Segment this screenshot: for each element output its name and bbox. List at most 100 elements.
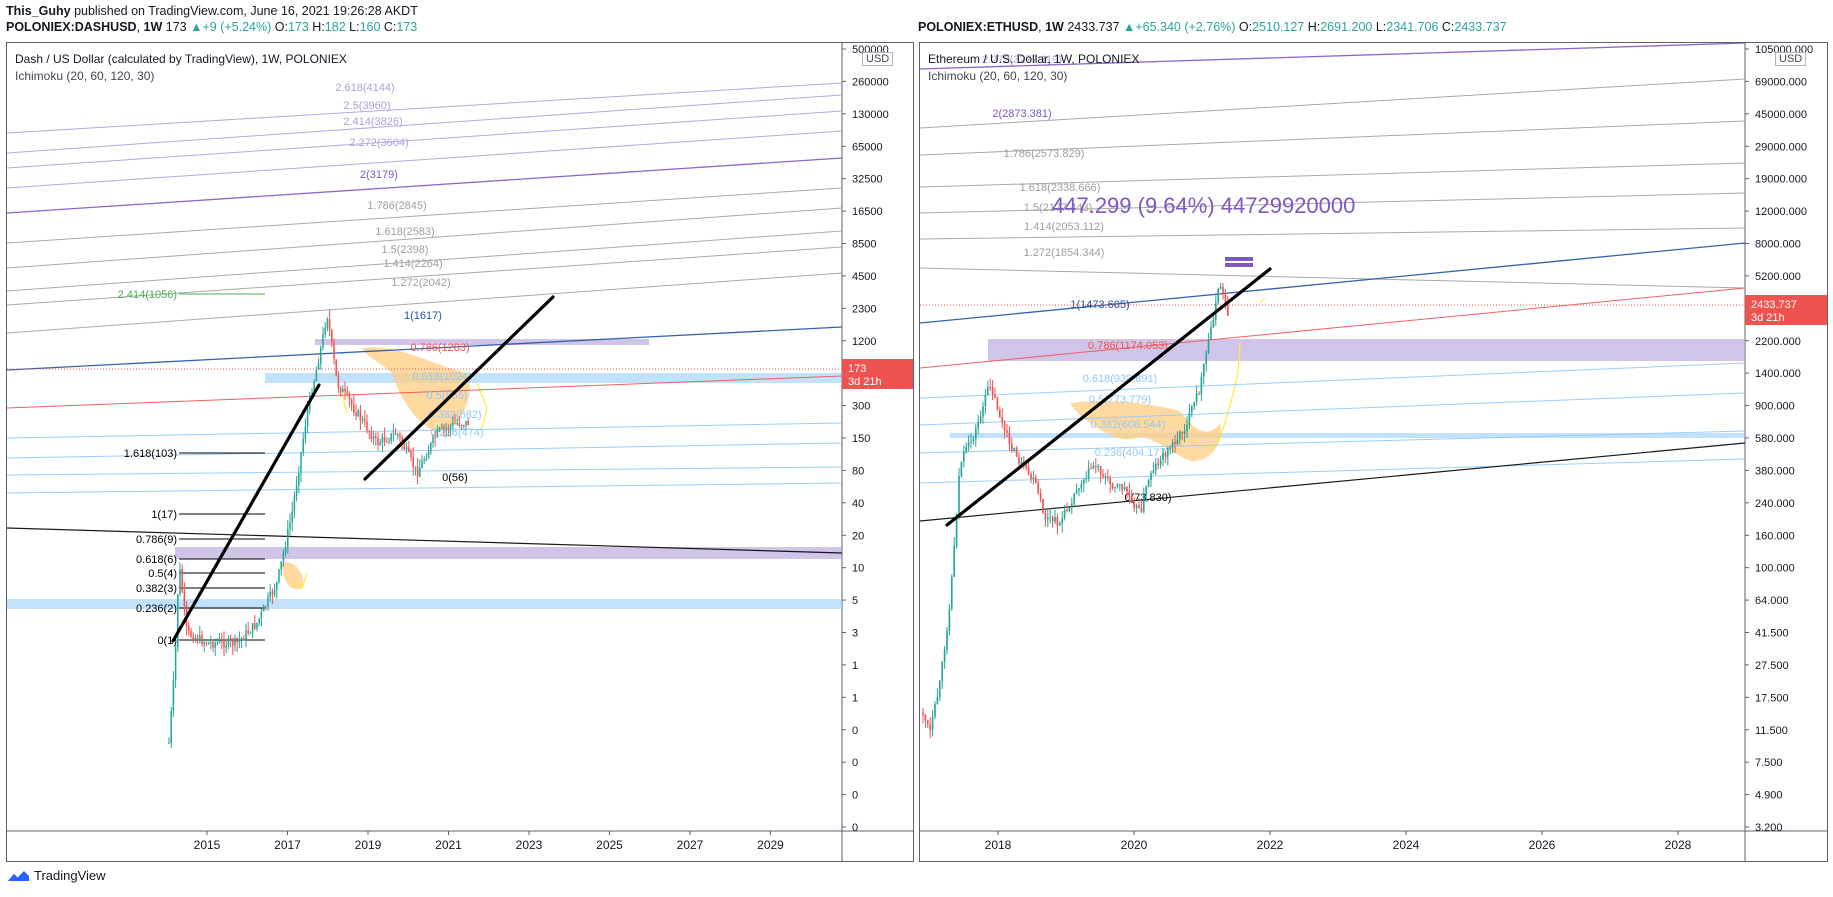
fib-retracement-label: 2.414(1056) (118, 289, 177, 301)
candle-body (190, 630, 192, 637)
fib-fan-line (7, 230, 843, 292)
candle-body (972, 438, 975, 442)
candle-body (962, 451, 965, 462)
candle-body (434, 436, 436, 438)
candle-body (419, 468, 421, 477)
candle-body (229, 638, 232, 641)
y-tick-label: 80 (852, 465, 864, 477)
candle-body (1181, 431, 1184, 434)
candle-body (370, 432, 373, 440)
dash-symbol[interactable]: POLONIEX:DASHUSD (6, 20, 137, 34)
candle-body (1008, 432, 1011, 444)
eth-chart-svg[interactable]: 105000.00069000.00045000.00029000.000190… (920, 43, 1827, 861)
eth-chart-panel[interactable]: 105000.000 69000.000 45000.000 29000.000 190… (919, 42, 1828, 862)
x-tick-label: 2029 (757, 838, 784, 852)
candle-body (1200, 376, 1203, 395)
eth-legend: Ethereum / U.S. Dollar, 1W, POLONIEX Ich… (928, 51, 1139, 85)
candle-body (929, 724, 932, 731)
candle-body (1018, 456, 1020, 464)
candle-body (979, 416, 982, 423)
candle-body (223, 640, 225, 648)
y-tick-label: 300 (852, 401, 870, 413)
candle-body (1145, 486, 1148, 496)
candle-body (965, 447, 968, 452)
y-tick-label: 11.500 (1755, 725, 1788, 737)
candle-body (1070, 503, 1073, 508)
footer-brand[interactable]: TradingView (34, 868, 106, 883)
publisher-user[interactable]: This_Guhy (6, 4, 71, 18)
eth-change: +65.340 (+2.76%) (1135, 20, 1236, 34)
candle-body (280, 561, 282, 570)
candle-body (278, 569, 280, 582)
candle-body (293, 496, 296, 512)
dash-close: 173 (396, 20, 418, 34)
candle-body (1164, 453, 1167, 457)
fib-fan-line (920, 287, 1746, 369)
zone-rect (950, 433, 1745, 438)
candle-body (1188, 412, 1191, 426)
candle-body (260, 611, 263, 619)
candle-body (967, 442, 970, 448)
dash-title[interactable]: Dash / US Dollar (calculated by TradingV… (15, 52, 347, 66)
fib-fan-line (920, 78, 1746, 129)
candle-body (216, 642, 219, 644)
eth-currency-badge[interactable]: USD (1775, 52, 1807, 66)
candle-body (333, 342, 335, 360)
candle-body (192, 636, 194, 641)
fib-extension-label: 0.618(938.891) (1083, 373, 1158, 385)
candle-body (1066, 509, 1068, 512)
y-tick-label: 69000.000 (1755, 76, 1807, 88)
candle-body (412, 456, 414, 468)
dash-chart-panel[interactable]: 500000 260000 130000 65000 32500 16500 8500 450… (6, 42, 914, 862)
candle-body (1171, 441, 1174, 448)
ichimoku-cloud (282, 562, 303, 590)
eth-indicator[interactable]: Ichimoku (20, 60, 120, 30) (928, 69, 1068, 83)
candle-body (258, 618, 260, 623)
candle-body (463, 425, 465, 427)
candle-body (1013, 447, 1016, 451)
candle-body (445, 428, 447, 430)
fib-fan-line (7, 110, 843, 169)
zone-rect (1225, 263, 1253, 267)
fib-extension-label: 1.414(2264) (383, 258, 442, 270)
eth-open: 2510.127 (1252, 20, 1305, 34)
candle-body (183, 591, 186, 606)
candle-body (1094, 465, 1097, 467)
candle-body (331, 330, 333, 343)
y-tick-label: 160.000 (1755, 530, 1795, 542)
fib-fan-line (7, 375, 843, 409)
dash-indicator[interactable]: Ichimoku (20, 60, 120, 30) (15, 69, 155, 83)
y-tick-label: 380.000 (1755, 465, 1795, 477)
fib-extension-label: 0.236(404.177) (1095, 447, 1170, 459)
zone-rect (175, 547, 842, 559)
dash-chart-svg[interactable]: 5000002600001300006500032500165008500450… (7, 43, 913, 861)
dash-currency-badge[interactable]: USD (862, 52, 894, 66)
candle-body (982, 406, 984, 417)
candle-body (313, 381, 315, 395)
candle-body (234, 638, 236, 646)
fib-fan-line (920, 43, 1746, 70)
candle-body (1202, 363, 1205, 377)
candle-body (1210, 327, 1212, 340)
fib-fan-line (920, 430, 1746, 454)
candle-body (1123, 487, 1126, 490)
candle-body (1212, 319, 1215, 328)
candle-body (410, 451, 412, 457)
candle-body (247, 630, 249, 634)
candle-body (416, 466, 419, 477)
candle-body (1207, 339, 1210, 354)
x-tick-label: 2027 (677, 838, 704, 852)
eth-high: 2691.200 (1320, 20, 1373, 34)
x-tick-label: 2026 (1529, 838, 1556, 852)
candle-body (456, 422, 458, 424)
eth-symbol[interactable]: POLONIEX:ETHUSD (918, 20, 1039, 34)
candle-body (1219, 286, 1222, 289)
fib-extension-label: 2.5(3960) (343, 100, 390, 112)
price-label-value: 2433.737 (1751, 299, 1797, 311)
eth-title[interactable]: Ethereum / U.S. Dollar, 1W, POLONIEX (928, 52, 1140, 66)
candle-body (289, 522, 291, 529)
candle-body (1109, 477, 1112, 485)
fib-fan-line (920, 227, 1746, 240)
candle-body (934, 704, 936, 717)
candle-body (1157, 463, 1160, 465)
